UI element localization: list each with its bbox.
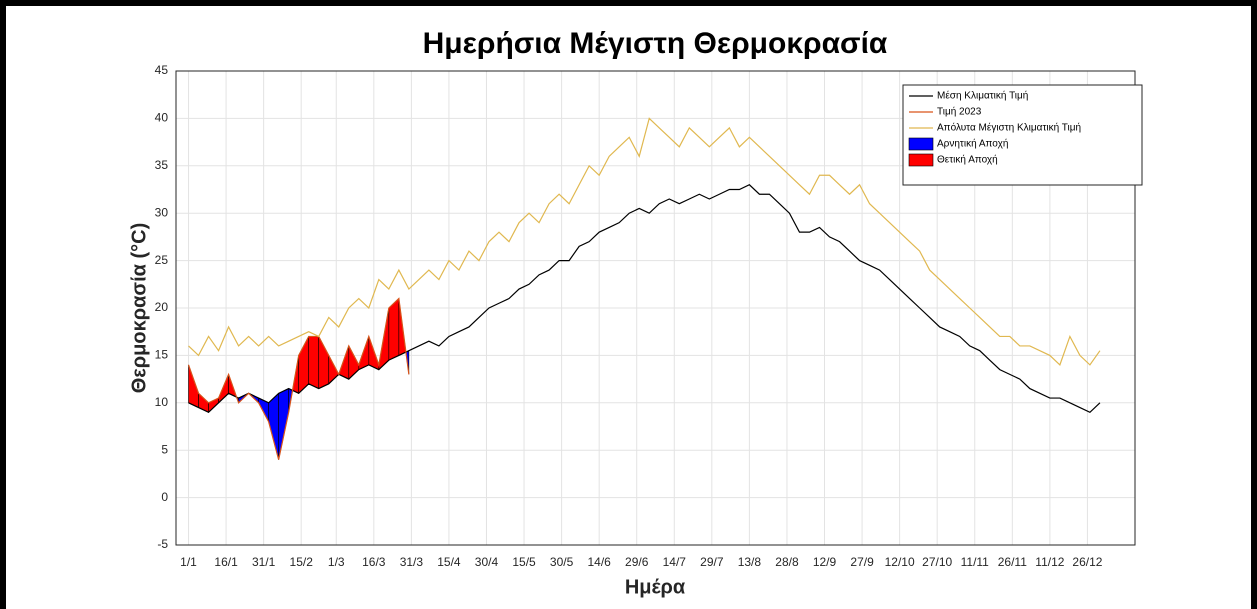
legend-swatch — [908, 153, 934, 167]
x-tick-label: 16/3 — [362, 555, 386, 569]
legend-label: Θετική Αποχή — [937, 154, 998, 166]
x-tick-label: 29/6 — [625, 555, 649, 569]
y-tick-label: 10 — [155, 395, 169, 409]
x-tick-label: 13/8 — [738, 555, 762, 569]
x-tick-label: 29/7 — [700, 555, 724, 569]
x-tick-label: 11/11 — [961, 555, 990, 569]
x-tick-label: 15/4 — [437, 555, 461, 569]
x-tick-label: 12/10 — [885, 555, 915, 569]
legend-label: Μέση Κλιματική Τιμή — [937, 90, 1028, 102]
legend-box — [902, 84, 1143, 186]
x-tick-label: 26/11 — [998, 555, 1027, 569]
x-tick-label: 27/9 — [850, 555, 874, 569]
x-tick-label: 31/1 — [252, 555, 276, 569]
x-tick-label: 30/5 — [550, 555, 574, 569]
y-tick-label: 5 — [161, 442, 168, 456]
axes-box — [175, 70, 1136, 546]
x-tick-label: 26/12 — [1072, 555, 1102, 569]
legend-label: Τιμή 2023 — [937, 106, 982, 118]
y-tick-label: 20 — [155, 300, 169, 314]
legend-label: Αρνητική Αποχή — [937, 138, 1008, 150]
x-tick-label: 15/2 — [290, 555, 314, 569]
x-axis-label: Ημέρα — [625, 576, 686, 598]
y-tick-label: 35 — [155, 158, 169, 172]
deviation-fill — [308, 336, 320, 390]
x-tick-label: 30/4 — [475, 555, 499, 569]
x-tick-label: 28/8 — [775, 555, 799, 569]
y-tick-label: 25 — [155, 253, 169, 267]
y-tick-label: 40 — [155, 111, 169, 125]
y-tick-label: 30 — [155, 205, 169, 219]
y-tick-label: 15 — [155, 348, 169, 362]
chart-title: Ημερήσια Μέγιστη Θερμοκρασία — [423, 27, 888, 60]
x-tick-label: 15/5 — [512, 555, 536, 569]
series-line — [188, 117, 1101, 366]
x-tick-label: 14/6 — [587, 555, 611, 569]
legend-swatch — [908, 137, 934, 151]
x-tick-label: 27/10 — [922, 555, 952, 569]
legend-label: Απόλυτα Μέγιστη Κλιματική Τιμή — [937, 122, 1081, 134]
y-axis-label: Θερμοκρασία (°C) — [128, 223, 150, 394]
series-line — [188, 184, 1101, 413]
y-tick-label: -5 — [157, 537, 168, 551]
y-tick-label: 0 — [161, 490, 168, 504]
x-tick-label: 1/1 — [180, 555, 197, 569]
y-tick-label: 45 — [155, 63, 169, 77]
x-tick-label: 11/12 — [1035, 555, 1064, 569]
x-tick-label: 12/9 — [813, 555, 837, 569]
x-tick-label: 31/3 — [400, 555, 424, 569]
series-line — [187, 297, 410, 460]
x-tick-label: 14/7 — [663, 555, 687, 569]
x-tick-label: 1/3 — [328, 555, 345, 569]
x-tick-label: 16/1 — [214, 555, 238, 569]
deviation-fill — [388, 297, 400, 361]
